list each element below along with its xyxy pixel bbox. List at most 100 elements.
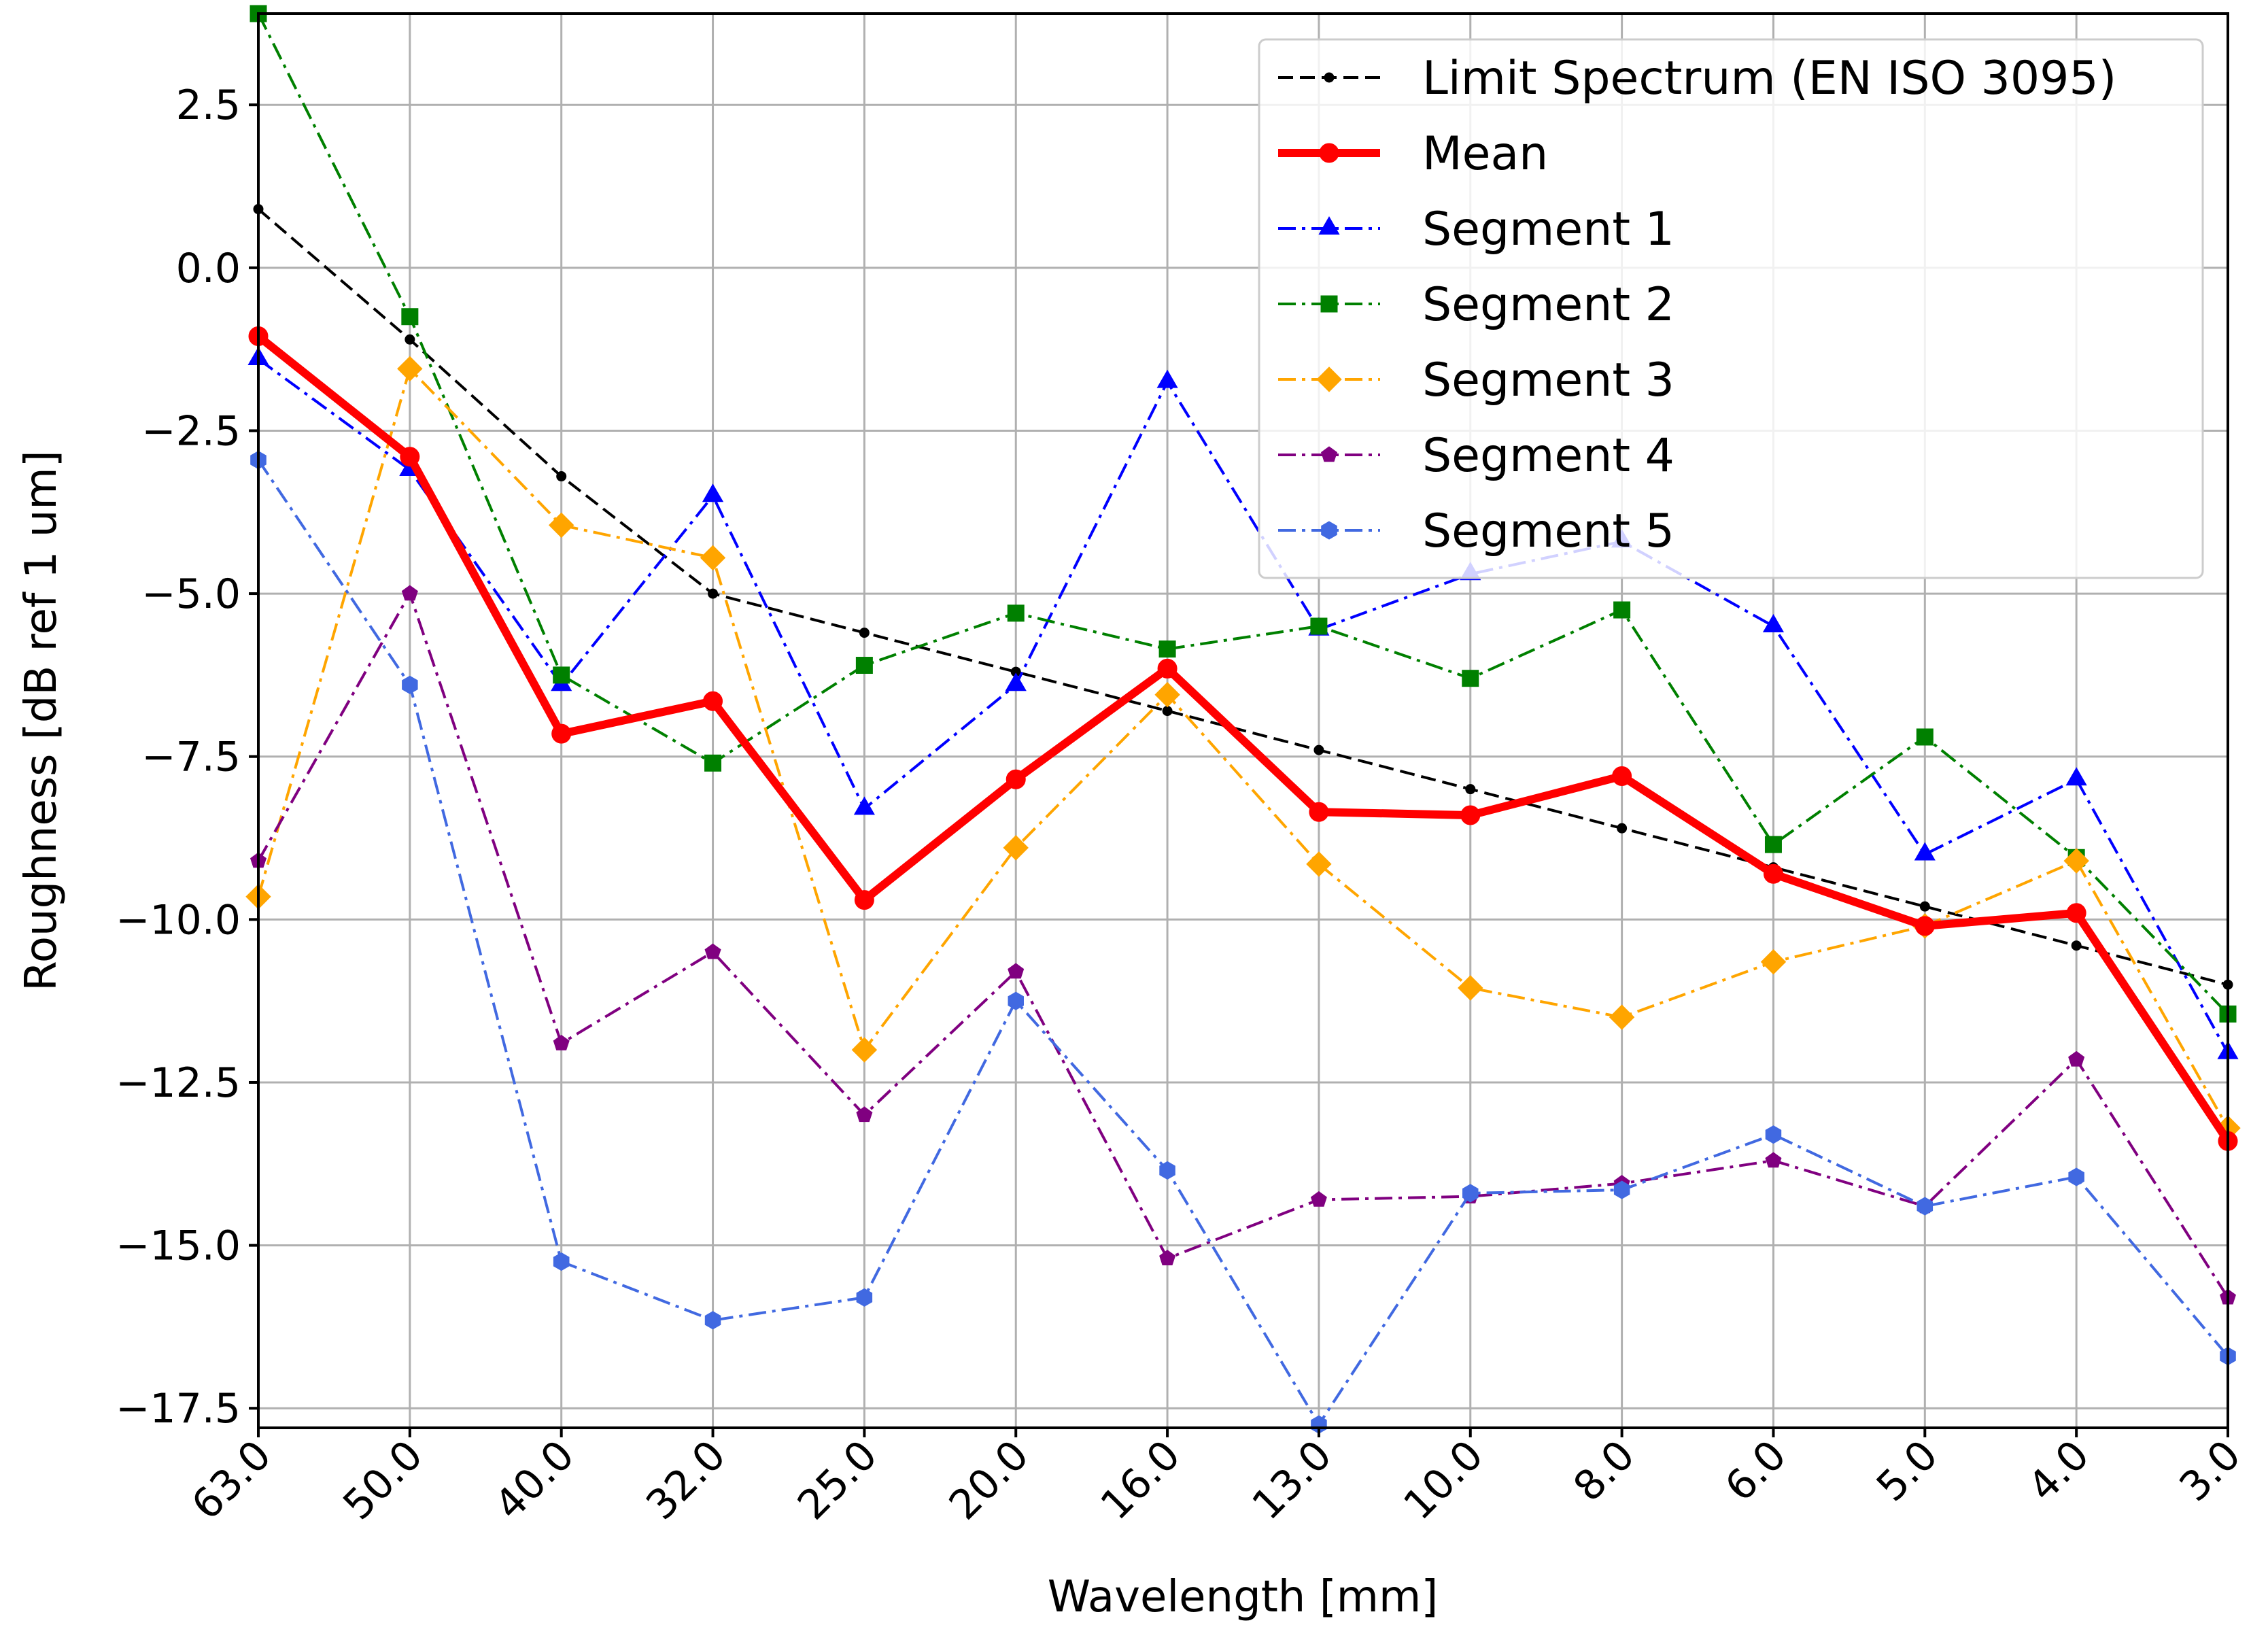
data-point (856, 1106, 873, 1123)
series-4 (245, 356, 2241, 1141)
data-point (708, 588, 719, 599)
legend-marker (1321, 521, 1337, 540)
data-point (1306, 851, 1332, 877)
data-point (1765, 1125, 1782, 1144)
data-point (1617, 823, 1628, 834)
legend-label: Mean (1422, 127, 1548, 181)
series-5 (250, 585, 2236, 1305)
data-point (551, 723, 572, 744)
series-lines (245, 5, 2241, 1434)
series-line (256, 332, 2231, 1144)
data-point (1764, 836, 1782, 853)
legend-item: Segment 2 (1278, 278, 1674, 332)
series-line (257, 208, 2229, 987)
series-line (257, 367, 2229, 1129)
data-point (855, 657, 873, 674)
data-point (704, 943, 721, 959)
data-point (1159, 1161, 1175, 1180)
data-point (851, 1037, 878, 1063)
legend-label: Segment 3 (1422, 354, 1674, 407)
data-point (1462, 1184, 1479, 1203)
data-point (702, 483, 724, 502)
data-point (1460, 805, 1481, 825)
series-1 (248, 326, 2238, 1151)
data-point (1309, 802, 1329, 822)
data-point (1613, 601, 1631, 619)
data-point (856, 1288, 873, 1307)
data-point (2071, 940, 2082, 951)
data-point (1313, 745, 1324, 755)
data-point (1763, 863, 1783, 884)
legend-label: Segment 5 (1422, 504, 1674, 558)
data-point (1612, 766, 1632, 786)
series-3 (250, 5, 2237, 1023)
data-point (1458, 975, 1483, 1001)
data-point (854, 890, 874, 910)
y-tick-label: 2.5 (176, 82, 241, 129)
plot-frame (257, 12, 2229, 1429)
legend-item: Segment 4 (1278, 429, 1674, 483)
data-point (1003, 835, 1029, 861)
series-0 (253, 204, 2233, 990)
data-point (1156, 369, 1178, 388)
data-point (1008, 991, 1024, 1010)
legend-item: Segment 3 (1278, 354, 1674, 407)
data-point (553, 666, 570, 684)
data-point (402, 675, 418, 694)
y-tick-label: −12.5 (116, 1059, 241, 1107)
data-point (1914, 842, 1936, 861)
data-point (703, 691, 723, 711)
legend-box (1258, 38, 2204, 579)
data-point (1762, 614, 1785, 632)
data-point (1919, 901, 1930, 912)
data-point (1158, 640, 1176, 658)
data-point (1006, 769, 1026, 789)
legend-item: Mean (1278, 127, 1548, 181)
data-point (1310, 1191, 1327, 1207)
data-point (1154, 681, 1180, 708)
legend-marker (1324, 72, 1335, 83)
y-tick-label: 0.0 (176, 245, 241, 292)
data-point (1914, 916, 1935, 936)
y-axis-label: Roughness [dB ref 1 um] (16, 450, 67, 991)
data-point (401, 308, 419, 326)
data-point (2065, 767, 2087, 786)
data-point (859, 628, 870, 638)
data-point (1765, 1152, 1782, 1168)
data-point (556, 471, 567, 482)
data-point (1462, 670, 1479, 687)
data-point (1760, 948, 1787, 975)
series-line (257, 13, 2229, 1015)
data-point (397, 356, 423, 382)
data-point (1159, 1250, 1176, 1265)
data-point (1609, 1004, 1635, 1030)
data-point (1917, 1197, 1934, 1216)
legend-item: Segment 1 (1278, 203, 1674, 256)
data-point (553, 1034, 570, 1050)
series-line (257, 358, 2229, 1054)
data-point (1157, 658, 1178, 679)
legend-marker (1318, 216, 1340, 235)
data-point (853, 796, 875, 815)
legend-item: Limit Spectrum (EN ISO 3095) (1278, 52, 2116, 105)
data-point (2068, 1050, 2085, 1067)
data-point (1162, 706, 1173, 717)
data-point (401, 585, 418, 601)
x-axis-label: Wavelength [mm] (1048, 1572, 1439, 1622)
data-point (1465, 784, 1476, 795)
legend-label: Segment 2 (1422, 278, 1674, 332)
legend-label: Segment 1 (1422, 203, 1674, 256)
legend-marker (1319, 143, 1339, 163)
y-tick-label: −7.5 (141, 734, 241, 781)
data-point (2066, 903, 2086, 923)
y-tick-label: −10.0 (116, 896, 241, 944)
data-point (405, 334, 415, 345)
data-point (2063, 848, 2089, 874)
legend-item: Segment 5 (1278, 504, 1674, 558)
legend: Limit Spectrum (EN ISO 3095) Mean Segment … (1258, 38, 2204, 579)
data-point (400, 447, 420, 467)
y-tick-label: −17.5 (116, 1385, 241, 1433)
data-point (553, 1252, 570, 1271)
y-tick-label: −2.5 (141, 407, 241, 455)
